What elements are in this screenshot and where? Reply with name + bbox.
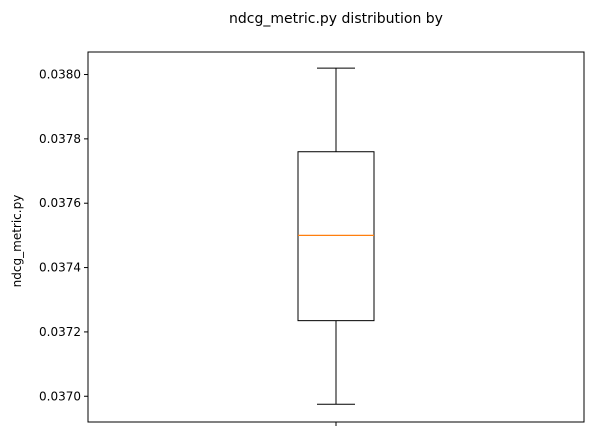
y-tick-label: 0.0380 bbox=[39, 68, 81, 82]
y-axis-label-group: ndcg_metric.py bbox=[10, 195, 24, 288]
iqr-box bbox=[297, 151, 375, 322]
y-tick-label: 0.0370 bbox=[39, 389, 81, 403]
y-tick-label: 0.0376 bbox=[39, 196, 81, 210]
chart-title: ndcg_metric.py distribution by bbox=[229, 11, 443, 27]
y-tick-label: 0.0378 bbox=[39, 132, 81, 146]
plot-frame bbox=[87, 51, 585, 423]
box-layer bbox=[297, 67, 375, 405]
y-axis-label: ndcg_metric.py bbox=[10, 195, 24, 288]
y-tick-label: 0.0374 bbox=[39, 261, 81, 275]
y-tick-label: 0.0372 bbox=[39, 325, 81, 339]
y-axis-ticks: 0.0370 0.0372 0.0374 0.0376 0.0378 0.0380 bbox=[39, 68, 88, 403]
